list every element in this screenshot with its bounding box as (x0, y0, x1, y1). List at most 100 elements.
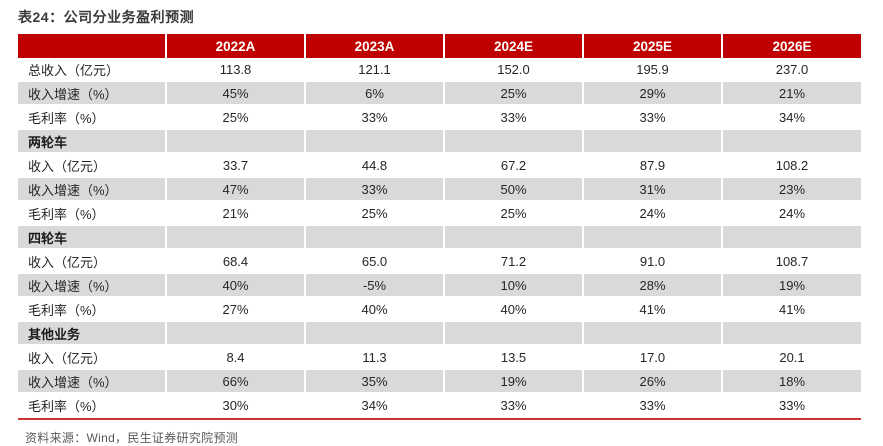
cell-value: 21% (166, 201, 306, 226)
cell-value (444, 321, 584, 346)
cell-value: 21% (722, 81, 861, 106)
table-row: 毛利率（%） 27% 40% 40% 41% 41% (18, 297, 861, 322)
cell-value: 87.9 (583, 153, 723, 178)
cell-value: 25% (305, 201, 445, 226)
cell-value: 47% (166, 177, 306, 202)
bottom-rule (18, 418, 861, 420)
table-title: 表24：公司分业务盈利预测 (18, 9, 195, 25)
cell-value: 66% (166, 369, 306, 394)
cell-value: 25% (444, 81, 584, 106)
row-label: 收入（亿元） (18, 153, 167, 178)
source-note: 资料来源：Wind，民生证券研究院预测 (25, 431, 239, 445)
cell-value: 33% (305, 105, 445, 130)
cell-value: 23% (722, 177, 861, 202)
header-row: 2022A 2023A 2024E 2025E 2026E (18, 34, 861, 58)
cell-value: 19% (444, 369, 584, 394)
column-header: 2026E (722, 34, 861, 58)
cell-value: 25% (444, 201, 584, 226)
cell-value: 18% (722, 369, 861, 394)
row-label: 毛利率（%） (18, 393, 167, 418)
cell-value: 152.0 (444, 58, 584, 82)
cell-value (166, 129, 306, 154)
cell-value: 71.2 (444, 249, 584, 274)
section-label: 两轮车 (18, 129, 167, 154)
cell-value (166, 225, 306, 250)
cell-value: 44.8 (305, 153, 445, 178)
column-header: 2025E (583, 34, 723, 58)
cell-value: 50% (444, 177, 584, 202)
cell-value: -5% (305, 273, 445, 298)
table-row: 收入（亿元） 8.4 11.3 13.5 17.0 20.1 (18, 345, 861, 370)
cell-value (305, 225, 445, 250)
cell-value: 108.7 (722, 249, 861, 274)
cell-value: 41% (583, 297, 723, 322)
table-row: 收入增速（%） 45% 6% 25% 29% 21% (18, 81, 861, 106)
cell-value (444, 225, 584, 250)
row-label: 收入增速（%） (18, 177, 167, 202)
cell-value: 25% (166, 105, 306, 130)
row-label: 收入增速（%） (18, 81, 167, 106)
cell-value: 29% (583, 81, 723, 106)
cell-value: 45% (166, 81, 306, 106)
row-label: 毛利率（%） (18, 201, 167, 226)
column-header: 2024E (444, 34, 584, 58)
cell-value: 33% (583, 393, 723, 418)
cell-value: 27% (166, 297, 306, 322)
section-label: 其他业务 (18, 321, 167, 346)
cell-value: 6% (305, 81, 445, 106)
section-row: 其他业务 (18, 321, 861, 346)
cell-value: 34% (722, 105, 861, 130)
column-header-empty (18, 34, 167, 58)
section-row: 四轮车 (18, 225, 861, 250)
cell-value (305, 129, 445, 154)
cell-value: 68.4 (166, 249, 306, 274)
cell-value: 195.9 (583, 58, 723, 82)
cell-value: 13.5 (444, 345, 584, 370)
cell-value: 91.0 (583, 249, 723, 274)
cell-value: 33.7 (166, 153, 306, 178)
table-row: 毛利率（%） 25% 33% 33% 33% 34% (18, 105, 861, 130)
cell-value: 108.2 (722, 153, 861, 178)
cell-value (166, 321, 306, 346)
cell-value: 33% (583, 105, 723, 130)
column-header: 2023A (305, 34, 445, 58)
cell-value: 41% (722, 297, 861, 322)
cell-value: 24% (583, 201, 723, 226)
cell-value: 33% (722, 393, 861, 418)
cell-value: 8.4 (166, 345, 306, 370)
table-row: 收入增速（%） 47% 33% 50% 31% 23% (18, 177, 861, 202)
cell-value (583, 129, 723, 154)
cell-value: 40% (444, 297, 584, 322)
row-label: 收入（亿元） (18, 249, 167, 274)
cell-value (305, 321, 445, 346)
cell-value: 31% (583, 177, 723, 202)
cell-value: 19% (722, 273, 861, 298)
table-row: 收入增速（%） 40% -5% 10% 28% 19% (18, 273, 861, 298)
cell-value: 33% (305, 177, 445, 202)
table-row: 毛利率（%） 21% 25% 25% 24% 24% (18, 201, 861, 226)
column-header: 2022A (166, 34, 306, 58)
cell-value: 237.0 (722, 58, 861, 82)
cell-value: 121.1 (305, 58, 445, 82)
cell-value (583, 225, 723, 250)
row-label: 总收入（亿元） (18, 58, 167, 82)
cell-value: 33% (444, 393, 584, 418)
forecast-table: 2022A 2023A 2024E 2025E 2026E 总收入（亿元） 113.8 12… (18, 34, 861, 418)
cell-value (583, 321, 723, 346)
cell-value: 67.2 (444, 153, 584, 178)
row-label: 收入增速（%） (18, 369, 167, 394)
cell-value: 11.3 (305, 345, 445, 370)
table-row: 收入（亿元） 33.7 44.8 67.2 87.9 108.2 (18, 153, 861, 178)
table-body: 总收入（亿元） 113.8 121.1 152.0 195.9 237.0 收入增速（%） 4… (18, 58, 861, 418)
table-row: 毛利率（%） 30% 34% 33% 33% 33% (18, 393, 861, 418)
cell-value: 26% (583, 369, 723, 394)
cell-value: 40% (166, 273, 306, 298)
cell-value: 33% (444, 105, 584, 130)
cell-value: 34% (305, 393, 445, 418)
cell-value: 24% (722, 201, 861, 226)
table-header: 2022A 2023A 2024E 2025E 2026E (18, 34, 861, 58)
row-label: 收入（亿元） (18, 345, 167, 370)
cell-value (444, 129, 584, 154)
cell-value: 20.1 (722, 345, 861, 370)
